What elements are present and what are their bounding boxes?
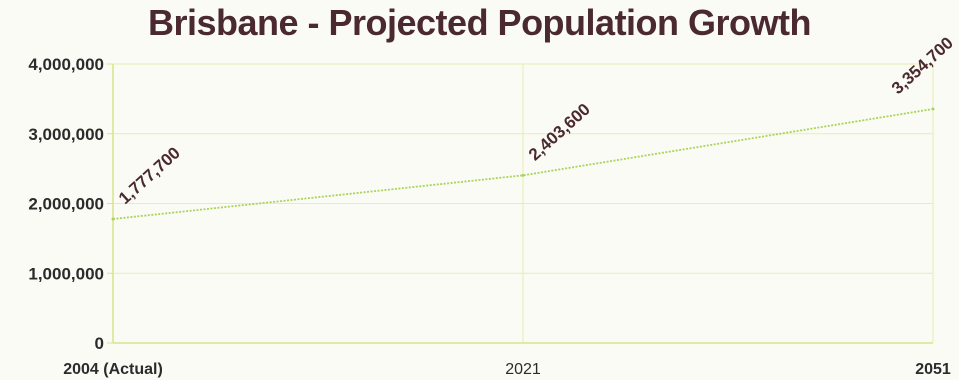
data-point [931, 107, 935, 111]
y-tick-label: 0 [95, 334, 104, 353]
y-tick-label: 3,000,000 [28, 125, 104, 144]
y-tick-label: 2,000,000 [28, 195, 104, 214]
data-label: 3,354,700 [888, 33, 957, 98]
y-tick-label: 1,000,000 [28, 264, 104, 283]
x-tick-label: 2051 [915, 361, 951, 378]
data-point [521, 173, 525, 177]
data-label: 1,777,700 [115, 143, 184, 208]
x-tick-label: 2021 [505, 361, 541, 378]
data-point [111, 217, 115, 221]
y-tick-label: 4,000,000 [28, 55, 104, 74]
data-label: 2,403,600 [525, 100, 594, 165]
chart-title: Brisbane - Projected Population Growth [147, 2, 812, 43]
series-line [112, 108, 934, 220]
x-tick-label: 2004 (Actual) [63, 361, 163, 378]
